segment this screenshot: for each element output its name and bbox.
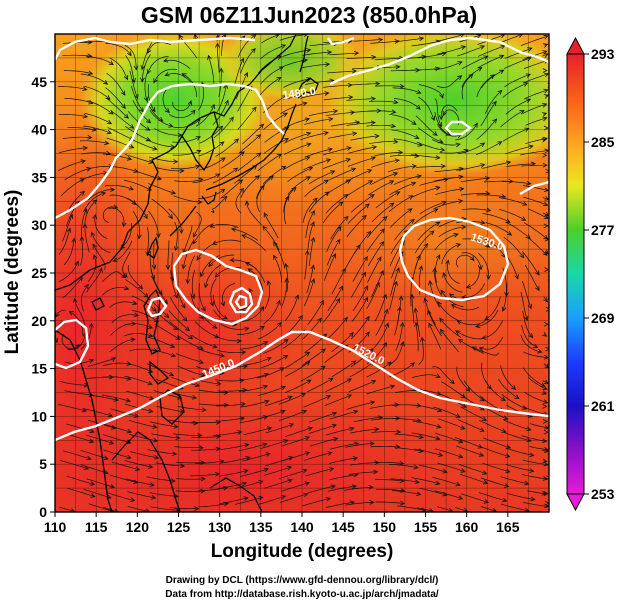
longitude-tick-label: 135 — [249, 519, 273, 535]
latitude-tick-label: 5 — [39, 456, 47, 472]
latitude-tick-label: 0 — [39, 504, 47, 520]
longitude-tick-label: 145 — [331, 519, 355, 535]
latitude-tick-label: 35 — [31, 169, 47, 185]
longitude-tick-label: 115 — [85, 519, 108, 535]
latitude-tick-label: 15 — [31, 361, 47, 377]
credit-line-data: Data from http://database.rish.kyoto-u.a… — [165, 589, 439, 600]
figure-title: GSM 06Z11Jun2023 (850.0hPa) — [141, 2, 477, 28]
colorbar-tick-label: 293 — [591, 46, 615, 62]
longitude-tick-label: 160 — [455, 519, 479, 535]
longitude-tick-label: 110 — [44, 519, 67, 535]
longitude-tick-label: 130 — [208, 519, 232, 535]
colorbar-body — [567, 54, 584, 494]
colorbar-tick-label: 285 — [591, 134, 615, 150]
map-plot-area: 1480.0 1530.0 1450.0 1520.0 — [0, 20, 590, 550]
colorbar-tick-label: 269 — [591, 310, 615, 326]
colorbar: 293 285 277 269 261 253 — [567, 38, 615, 510]
longitude-tick-label: 155 — [414, 519, 438, 535]
lat-lon-grid — [55, 34, 549, 512]
longitude-tick-label: 140 — [290, 519, 314, 535]
longitude-tick-labels: 110 115 120 125 130 135 140 145 150 155 160 165 — [44, 512, 520, 535]
latitude-tick-label: 20 — [31, 313, 47, 329]
colorbar-tick-label: 253 — [591, 486, 615, 502]
y-axis-label: Latitude (degrees) — [2, 190, 23, 355]
latitude-tick-labels: 0 5 10 15 20 25 30 35 40 45 — [31, 74, 55, 520]
colorbar-top-triangle — [567, 38, 584, 54]
latitude-tick-label: 40 — [31, 122, 47, 138]
colorbar-tick-label: 261 — [591, 398, 615, 414]
colorbar-tick-label: 277 — [591, 222, 615, 238]
credit-line-drawing: Drawing by DCL (https://www.gfd-dennou.o… — [166, 575, 439, 586]
latitude-tick-label: 30 — [31, 217, 47, 233]
colorbar-bottom-triangle — [567, 494, 584, 510]
latitude-tick-label: 45 — [31, 74, 47, 90]
latitude-tick-label: 25 — [31, 265, 47, 281]
x-axis-label: Longitude (degrees) — [211, 541, 394, 562]
latitude-tick-label: 10 — [31, 408, 47, 424]
colorbar-tick-labels: 293 285 277 269 261 253 — [584, 46, 615, 502]
longitude-tick-label: 165 — [496, 519, 520, 535]
longitude-tick-label: 120 — [126, 519, 150, 535]
longitude-tick-label: 150 — [373, 519, 397, 535]
longitude-tick-label: 125 — [167, 519, 191, 535]
